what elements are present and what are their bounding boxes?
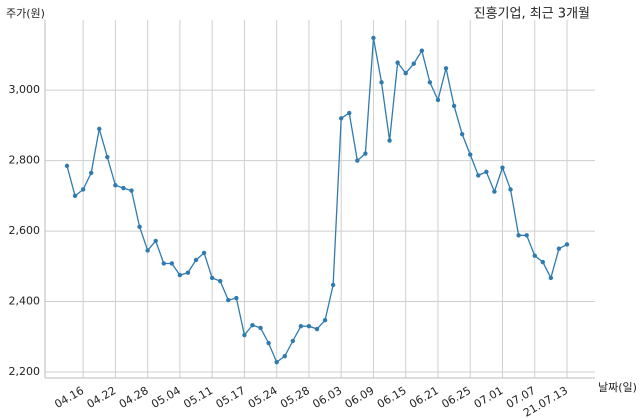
data-point: [242, 332, 247, 338]
data-point: [274, 359, 279, 365]
data-point: [80, 187, 86, 192]
x-tick-label: 04.16: [52, 384, 86, 411]
y-tick-label: 2,400: [9, 295, 41, 308]
y-axis-label: 주가(원): [6, 7, 45, 20]
data-point: [540, 259, 546, 265]
data-point: [500, 165, 505, 170]
x-tick-label: 04.22: [85, 384, 119, 411]
data-point: [121, 185, 126, 191]
data-point: [347, 110, 352, 116]
data-point: [338, 116, 344, 121]
chart-title: 진흥기업, 최근 3개월: [474, 7, 590, 22]
data-point: [64, 163, 70, 169]
data-point: [379, 80, 384, 85]
x-tick-label: 05.24: [246, 384, 280, 411]
y-tick-label: 3,000: [9, 83, 41, 96]
x-tick-label: 06.15: [375, 384, 409, 411]
data-point: [443, 66, 449, 71]
data-point: [258, 325, 263, 331]
data-point: [387, 138, 392, 143]
x-axis-label: 날짜(일): [598, 380, 637, 394]
data-point: [524, 233, 529, 238]
data-point: [451, 103, 457, 109]
data-point: [185, 270, 191, 275]
x-tick-label: 06.03: [310, 384, 344, 411]
data-point: [484, 169, 489, 175]
data-point: [411, 61, 416, 66]
data-point: [419, 48, 425, 53]
data-point: [435, 97, 441, 103]
data-point: [282, 353, 287, 359]
data-point: [161, 261, 166, 266]
data-point: [193, 257, 199, 263]
data-point: [306, 324, 312, 329]
data-point: [169, 261, 175, 266]
data-point: [88, 170, 94, 176]
y-tick-label: 2,600: [9, 224, 41, 237]
data-point: [564, 242, 570, 247]
data-point: [322, 318, 328, 323]
data-point: [290, 338, 296, 344]
x-tick-label: 05.11: [181, 384, 215, 411]
data-point: [476, 173, 481, 178]
y-tick-label: 2,200: [9, 365, 41, 378]
x-tick-label: 06.09: [343, 384, 377, 411]
data-point: [97, 126, 102, 132]
data-point: [548, 275, 554, 281]
x-tick-label: 05.28: [278, 384, 312, 411]
data-point: [395, 60, 400, 65]
data-point: [355, 158, 360, 163]
data-point: [234, 295, 239, 301]
data-point: [72, 193, 78, 199]
data-point: [363, 151, 368, 156]
data-point: [492, 189, 497, 194]
data-point: [459, 131, 465, 137]
series-line: [66, 37, 568, 364]
x-tick-label: 05.04: [149, 384, 183, 411]
data-point: [532, 253, 537, 258]
x-tick-label: 05.17: [214, 384, 248, 411]
data-point: [516, 233, 521, 238]
data-point: [145, 248, 150, 253]
data-point: [508, 187, 513, 192]
data-point: [403, 71, 408, 76]
data-point: [298, 324, 304, 329]
data-point: [556, 246, 562, 251]
x-tick-label: 06.21: [407, 384, 441, 411]
data-point: [129, 188, 134, 193]
data-point: [209, 275, 215, 281]
data-point: [427, 80, 433, 85]
data-point: [153, 238, 158, 244]
data-point: [371, 35, 376, 41]
data-point: [218, 278, 223, 284]
x-tick-label: 06.25: [439, 384, 473, 411]
data-point: [113, 183, 118, 188]
data-point: [468, 152, 473, 157]
data-point: [137, 224, 142, 230]
data-point: [201, 250, 207, 256]
y-tick-label: 2,800: [9, 154, 41, 167]
x-tick-label: 04.28: [117, 384, 151, 411]
data-point: [330, 282, 336, 288]
data-point: [250, 322, 255, 328]
data-point: [105, 154, 110, 160]
data-point: [177, 272, 183, 278]
data-point: [266, 340, 271, 346]
x-tick-label: 07.01: [472, 384, 506, 411]
data-point: [314, 326, 320, 332]
data-point: [226, 297, 231, 303]
